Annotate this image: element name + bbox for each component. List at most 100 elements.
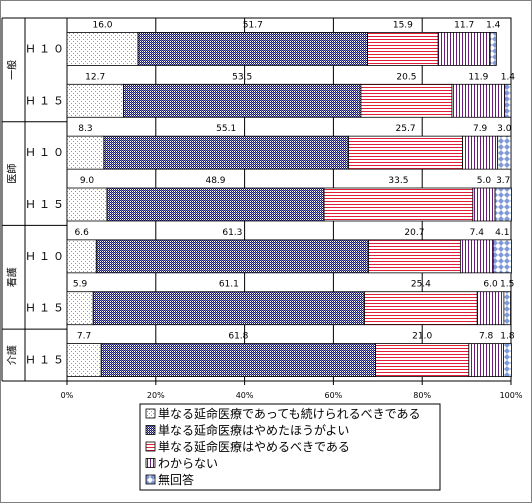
bar-segment [503, 343, 512, 377]
bar-segment [504, 83, 512, 118]
data-label: 1.4 [486, 20, 501, 30]
data-label: 55.1 [216, 124, 236, 134]
bar-segment [100, 343, 376, 377]
data-label: 7.9 [473, 124, 488, 134]
bar-segment [462, 135, 499, 170]
legend-swatch [145, 408, 156, 419]
bar-segment [95, 239, 369, 274]
group-label: 看護 [6, 267, 19, 287]
x-tick-label: 40% [236, 391, 254, 400]
x-tick-label: 0% [61, 391, 74, 400]
bar-segment [476, 291, 505, 326]
bar-segment [66, 83, 124, 118]
bar-segment [103, 135, 349, 170]
bar-segment [66, 32, 139, 66]
data-label: 7.8 [479, 332, 494, 342]
x-tick-label: 20% [147, 391, 165, 400]
bar-segment [368, 239, 461, 274]
row-label: Ｈ１０ [25, 42, 67, 55]
data-label: 3.0 [497, 124, 512, 134]
data-label: 21.0 [412, 332, 432, 342]
data-label: 51.7 [243, 20, 263, 30]
group-label: 一般 [6, 60, 19, 80]
data-label: 11.7 [454, 20, 474, 30]
data-label: 3.7 [496, 176, 510, 186]
row-label: Ｈ１５ [25, 198, 67, 211]
data-label: 16.0 [92, 20, 112, 30]
data-label: 9.0 [80, 176, 95, 186]
data-label: 6.0 [483, 280, 498, 290]
bar-segment [437, 32, 491, 66]
bar-segment [459, 239, 494, 274]
legend-swatch [145, 425, 156, 435]
data-label: 1.4 [501, 72, 516, 82]
bar-segment [468, 343, 504, 377]
legend-label: 単なる延命医療であっても続けられるべきである [158, 406, 421, 421]
data-label: 7.4 [470, 228, 485, 238]
x-tick-label: 60% [325, 391, 343, 400]
x-tick-label: 80% [413, 391, 431, 400]
bar-segment [66, 135, 105, 170]
bar-segment [375, 343, 470, 377]
row-label: Ｈ１０ [25, 250, 67, 263]
data-label: 5.0 [477, 176, 492, 186]
bar-segment [497, 135, 512, 170]
data-label: 8.3 [78, 124, 92, 134]
data-label: 15.9 [393, 20, 413, 30]
bar-segment [66, 291, 94, 326]
data-label: 20.5 [396, 72, 416, 82]
bar-segment [92, 291, 365, 326]
bar-segment [348, 135, 464, 170]
bar-segment [492, 239, 512, 274]
data-label: 61.3 [222, 228, 242, 238]
bar-segment [137, 32, 368, 66]
legend-swatch [145, 441, 156, 452]
data-label: 4.1 [495, 228, 509, 238]
legend-label: 無回答 [158, 472, 194, 487]
bar-segment [367, 32, 439, 66]
legend-label: わからない [158, 457, 218, 471]
legend-box [139, 403, 441, 491]
data-label: 61.8 [228, 332, 248, 342]
data-label: 5.9 [73, 280, 88, 290]
bar-segment [360, 83, 453, 118]
bar-segment [503, 291, 511, 326]
data-label: 20.7 [404, 228, 424, 238]
bar-segment [122, 83, 362, 118]
row-label: Ｈ１５ [25, 302, 67, 315]
row-label: Ｈ１５ [25, 94, 67, 107]
legend-swatch [145, 458, 156, 468]
group-label: 医師 [6, 164, 19, 184]
bar-segment [364, 291, 478, 326]
bar-segment [451, 83, 506, 118]
data-label: 25.7 [396, 124, 416, 134]
data-label: 48.9 [205, 176, 225, 186]
bar-segment [494, 187, 512, 222]
bar-segment [66, 239, 97, 274]
data-label: 61.1 [219, 280, 239, 290]
legend-label: 単なる延命医療はやめたほうがよい [158, 423, 349, 438]
bar-segment [323, 187, 474, 222]
data-label: 25.4 [411, 280, 431, 290]
data-label: 53.5 [232, 72, 252, 82]
x-tick-label: 100% [500, 391, 523, 400]
data-label: 33.5 [388, 176, 408, 186]
row-label: Ｈ１５ [25, 354, 67, 367]
data-label: 7.7 [77, 332, 91, 342]
legend-swatch [145, 474, 156, 485]
data-label: 1.5 [500, 280, 514, 290]
bar-segment [106, 187, 325, 222]
data-label: 1.8 [500, 332, 515, 342]
data-label: 6.6 [74, 228, 89, 238]
data-label: 12.7 [85, 72, 105, 82]
group-label: 介護 [6, 345, 19, 365]
row-label: Ｈ１０ [25, 146, 67, 159]
data-label: 11.9 [468, 72, 488, 82]
bar-segment [66, 343, 102, 377]
bar-segment [66, 187, 108, 222]
legend-label: 単なる延命医療はやめるべきである [158, 439, 350, 454]
bar-segment [472, 187, 496, 222]
bar-segment [489, 32, 497, 66]
